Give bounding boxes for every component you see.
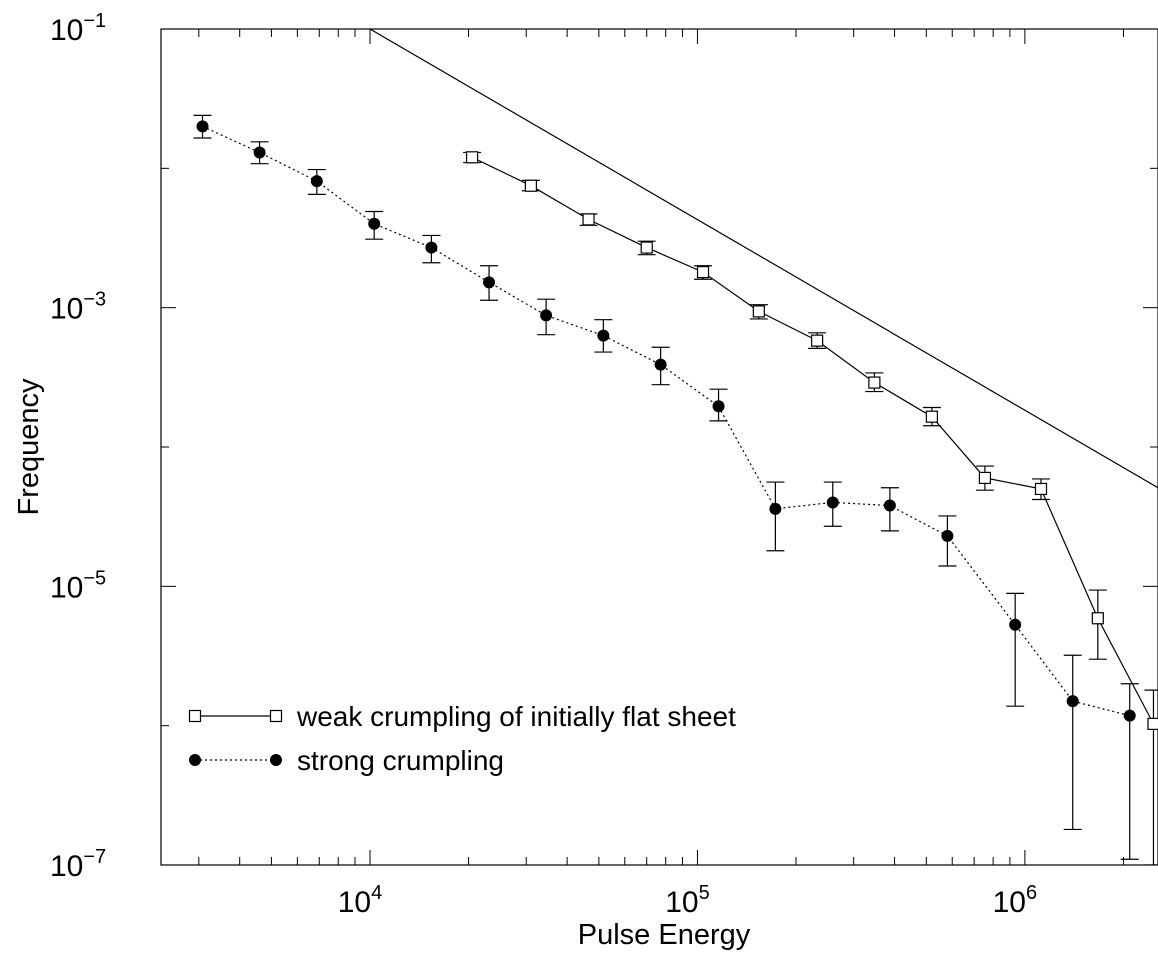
data-point <box>524 179 537 192</box>
y-axis-title: Frequency <box>13 378 45 516</box>
y-tick-label-exponent: −3 <box>83 289 106 311</box>
data-point <box>941 529 954 542</box>
data-point <box>1066 695 1079 708</box>
legend-label: strong crumpling <box>297 745 504 776</box>
data-point <box>712 400 725 413</box>
legend-marker <box>270 754 282 766</box>
series-1 <box>463 151 1158 865</box>
data-point <box>640 241 653 254</box>
data-point <box>597 329 610 342</box>
data-point <box>425 241 438 254</box>
data-point <box>978 471 992 485</box>
series-line <box>471 156 1155 725</box>
data-point <box>1123 709 1136 722</box>
legend-marker <box>188 709 202 723</box>
y-tick-label: 10−3 <box>50 289 106 326</box>
data-point <box>253 146 266 159</box>
data-point <box>465 151 479 164</box>
x-tick-label-exponent: 6 <box>1026 882 1037 904</box>
series-line <box>202 125 1130 717</box>
reference-power-law-line <box>369 29 1158 489</box>
data-point <box>1009 618 1022 631</box>
legend: weak crumpling of initially flat sheet st… <box>188 701 736 776</box>
data-point <box>368 217 381 230</box>
x-tick-label: 105 <box>665 882 710 919</box>
x-tick-label-exponent: 4 <box>371 882 382 904</box>
data-point <box>826 496 839 509</box>
data-point <box>769 502 782 515</box>
reference-line <box>369 29 1158 489</box>
y-tick-label: 10−7 <box>50 846 106 883</box>
legend-marker <box>189 754 201 766</box>
data-series <box>193 114 1158 865</box>
y-tick-label-base: 10 <box>50 293 83 326</box>
data-point <box>696 265 710 279</box>
y-tick-label-base: 10 <box>50 571 83 604</box>
y-tick-label: 10−1 <box>50 10 106 47</box>
x-tick-label-base: 10 <box>338 886 371 919</box>
legend-marker <box>269 709 283 723</box>
x-tick-label-exponent: 5 <box>699 882 710 904</box>
data-point <box>1147 717 1158 730</box>
data-point <box>811 334 824 347</box>
data-point <box>1091 612 1104 625</box>
x-tick-label: 106 <box>993 882 1038 919</box>
data-point <box>883 499 896 512</box>
data-point <box>483 276 496 289</box>
y-tick-label: 10−5 <box>50 567 106 604</box>
x-tick-label-base: 10 <box>665 886 698 919</box>
data-point <box>310 175 323 188</box>
series-2 <box>193 114 1139 860</box>
y-tick-label-exponent: −1 <box>83 10 106 32</box>
legend-label: weak crumpling of initially flat sheet <box>296 701 736 732</box>
x-tick-label-base: 10 <box>993 886 1026 919</box>
data-point <box>925 410 938 423</box>
x-axis-title: Pulse Energy <box>578 919 751 951</box>
data-point <box>1034 482 1048 496</box>
y-tick-label-exponent: −5 <box>83 567 106 589</box>
y-tick-label-base: 10 <box>50 850 83 883</box>
y-tick-label-base: 10 <box>50 14 83 47</box>
data-point <box>540 309 553 322</box>
data-point <box>654 358 667 371</box>
y-tick-label-exponent: −7 <box>83 846 106 868</box>
data-point <box>752 305 765 318</box>
data-point <box>868 376 881 389</box>
data-point <box>196 120 209 133</box>
plot-frame <box>160 28 1158 866</box>
data-point <box>582 213 595 226</box>
x-tick-label: 104 <box>338 882 383 919</box>
